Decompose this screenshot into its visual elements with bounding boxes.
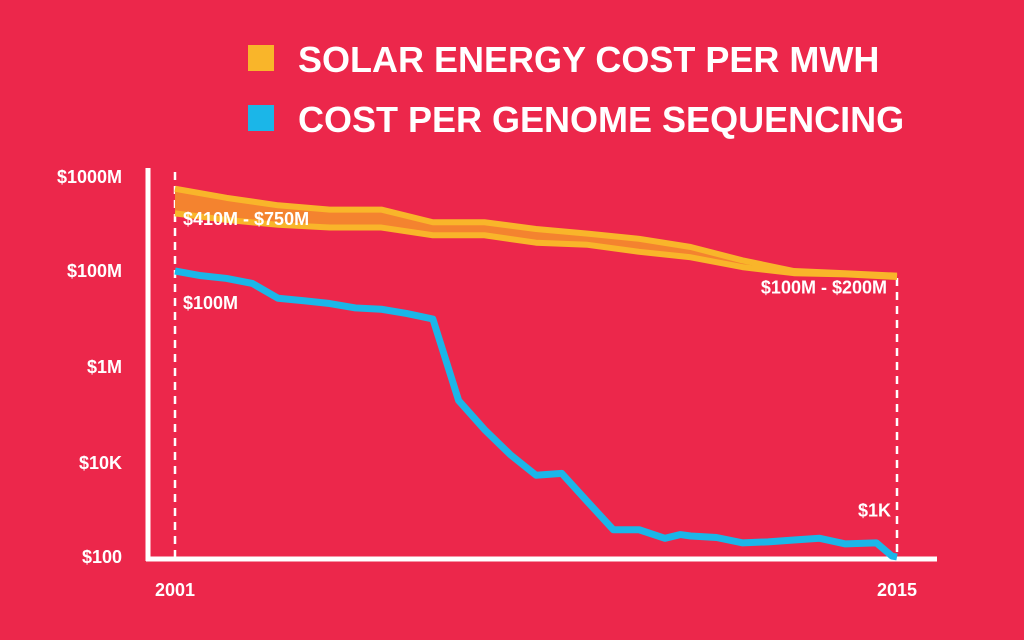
axes [145,168,937,562]
legend: SOLAR ENERGY COST PER MWH COST PER GENOM… [248,39,904,140]
annotation-label: $1K [858,500,891,520]
y-tick-label: $100M [67,261,122,281]
annotation-label: $100M [183,293,238,313]
y-tick-label: $10K [79,453,122,473]
solar-lower-line [174,210,898,280]
solar-upper-line [174,185,898,279]
genome-cost-line [174,267,898,561]
y-tick-labels: $1000M $100M $1M $10K $100 [57,167,122,567]
legend-label-genome: COST PER GENOME SEQUENCING [298,99,904,140]
x-tick-label: 2015 [877,580,917,600]
annotation-label: $410M - $750M [183,209,309,229]
legend-swatch-genome [248,105,274,131]
y-tick-label: $1M [87,357,122,377]
x-tick-labels: 2001 2015 [155,580,917,600]
x-tick-label: 2001 [155,580,195,600]
series-layer [174,185,898,561]
y-tick-label: $100 [82,547,122,567]
annotations: $410M - $750M $100M $100M - $200M $1K [183,209,891,520]
legend-label-solar: SOLAR ENERGY COST PER MWH [298,39,879,80]
legend-swatch-solar [248,45,274,71]
solar-band-area [175,188,897,277]
y-tick-label: $1000M [57,167,122,187]
annotation-label: $100M - $200M [761,278,887,298]
